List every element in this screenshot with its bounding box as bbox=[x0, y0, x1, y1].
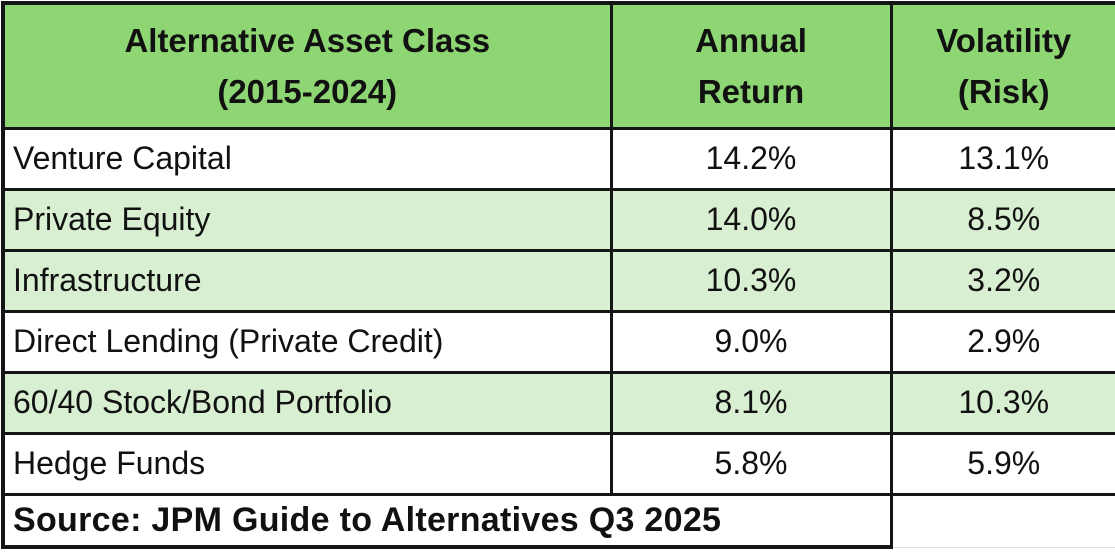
table-row: Hedge Funds 5.8% 5.9% bbox=[1, 431, 1115, 496]
annual-return-cell: 5.8% bbox=[609, 431, 893, 496]
asset-name-cell: Hedge Funds bbox=[1, 431, 613, 496]
volatility-cell: 5.9% bbox=[889, 431, 1115, 496]
asset-name-cell: Venture Capital bbox=[1, 126, 613, 191]
table-row: Direct Lending (Private Credit) 9.0% 2.9… bbox=[1, 309, 1115, 374]
column-header-volatility: Volatility (Risk) bbox=[889, 1, 1115, 130]
header-row: Alternative Asset Class (2015-2024) Annu… bbox=[1, 1, 1115, 130]
table-row: Infrastructure 10.3% 3.2% bbox=[1, 248, 1115, 313]
asset-name-cell: Direct Lending (Private Credit) bbox=[1, 309, 613, 374]
annual-return-cell: 10.3% bbox=[609, 248, 893, 313]
volatility-cell: 8.5% bbox=[889, 187, 1115, 252]
column-header-asset-class: Alternative Asset Class (2015-2024) bbox=[1, 1, 613, 130]
column-header-annual-return: Annual Return bbox=[609, 1, 893, 130]
asset-name-cell: Infrastructure bbox=[1, 248, 613, 313]
source-note: Source: JPM Guide to Alternatives Q3 202… bbox=[1, 492, 893, 549]
volatility-cell: 2.9% bbox=[889, 309, 1115, 374]
table-row: 60/40 Stock/Bond Portfolio 8.1% 10.3% bbox=[1, 370, 1115, 435]
annual-return-cell: 8.1% bbox=[609, 370, 893, 435]
table-row: Private Equity 14.0% 8.5% bbox=[1, 187, 1115, 252]
empty-footer-cell bbox=[890, 492, 1115, 548]
asset-name-cell: 60/40 Stock/Bond Portfolio bbox=[1, 370, 613, 435]
annual-return-cell: 9.0% bbox=[609, 309, 893, 374]
table-row: Venture Capital 14.2% 13.1% bbox=[1, 126, 1115, 191]
asset-name-cell: Private Equity bbox=[1, 187, 613, 252]
volatility-cell: 10.3% bbox=[889, 370, 1115, 435]
volatility-cell: 13.1% bbox=[889, 126, 1115, 191]
annual-return-cell: 14.0% bbox=[609, 187, 893, 252]
annual-return-cell: 14.2% bbox=[609, 126, 893, 191]
volatility-cell: 3.2% bbox=[889, 248, 1115, 313]
source-row: Source: JPM Guide to Alternatives Q3 202… bbox=[1, 492, 1115, 549]
